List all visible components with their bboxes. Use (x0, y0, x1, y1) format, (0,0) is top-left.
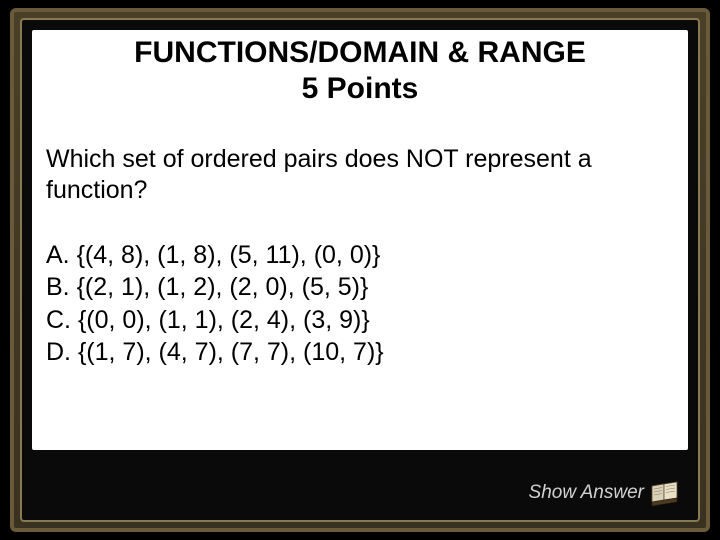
option-letter: B. (46, 273, 70, 301)
show-answer-label: Show Answer (529, 482, 644, 504)
option-a: A. {(4, 8), (1, 8), (5, 11), (0, 0)} (46, 239, 688, 272)
title-line-1: FUNCTIONS/DOMAIN & RANGE (32, 30, 688, 70)
option-c: C. {(0, 0), (1, 1), (2, 4), (3, 9)} (46, 304, 688, 337)
question-text: Which set of ordered pairs does NOT repr… (32, 144, 688, 207)
option-letter: D. (46, 338, 71, 366)
option-letter: C. (46, 306, 71, 334)
option-text: {(4, 8), (1, 8), (5, 11), (0, 0)} (77, 241, 381, 269)
title-line-2: 5 Points (32, 72, 688, 106)
option-text: {(0, 0), (1, 1), (2, 4), (3, 9)} (78, 306, 370, 334)
inner-frame: FUNCTIONS/DOMAIN & RANGE 5 Points Which … (20, 18, 700, 522)
outer-frame: FUNCTIONS/DOMAIN & RANGE 5 Points Which … (10, 8, 710, 532)
option-d: D. {(1, 7), (4, 7), (7, 7), (10, 7)} (46, 336, 688, 369)
options-list: A. {(4, 8), (1, 8), (5, 11), (0, 0)} B. … (32, 239, 688, 369)
question-card: FUNCTIONS/DOMAIN & RANGE 5 Points Which … (32, 30, 688, 450)
show-answer-button[interactable]: Show Answer (529, 480, 680, 506)
option-b: B. {(2, 1), (1, 2), (2, 0), (5, 5)} (46, 271, 688, 304)
option-letter: A. (46, 241, 70, 269)
option-text: {(1, 7), (4, 7), (7, 7), (10, 7)} (78, 338, 384, 366)
book-icon (650, 480, 680, 506)
option-text: {(2, 1), (1, 2), (2, 0), (5, 5)} (77, 273, 369, 301)
